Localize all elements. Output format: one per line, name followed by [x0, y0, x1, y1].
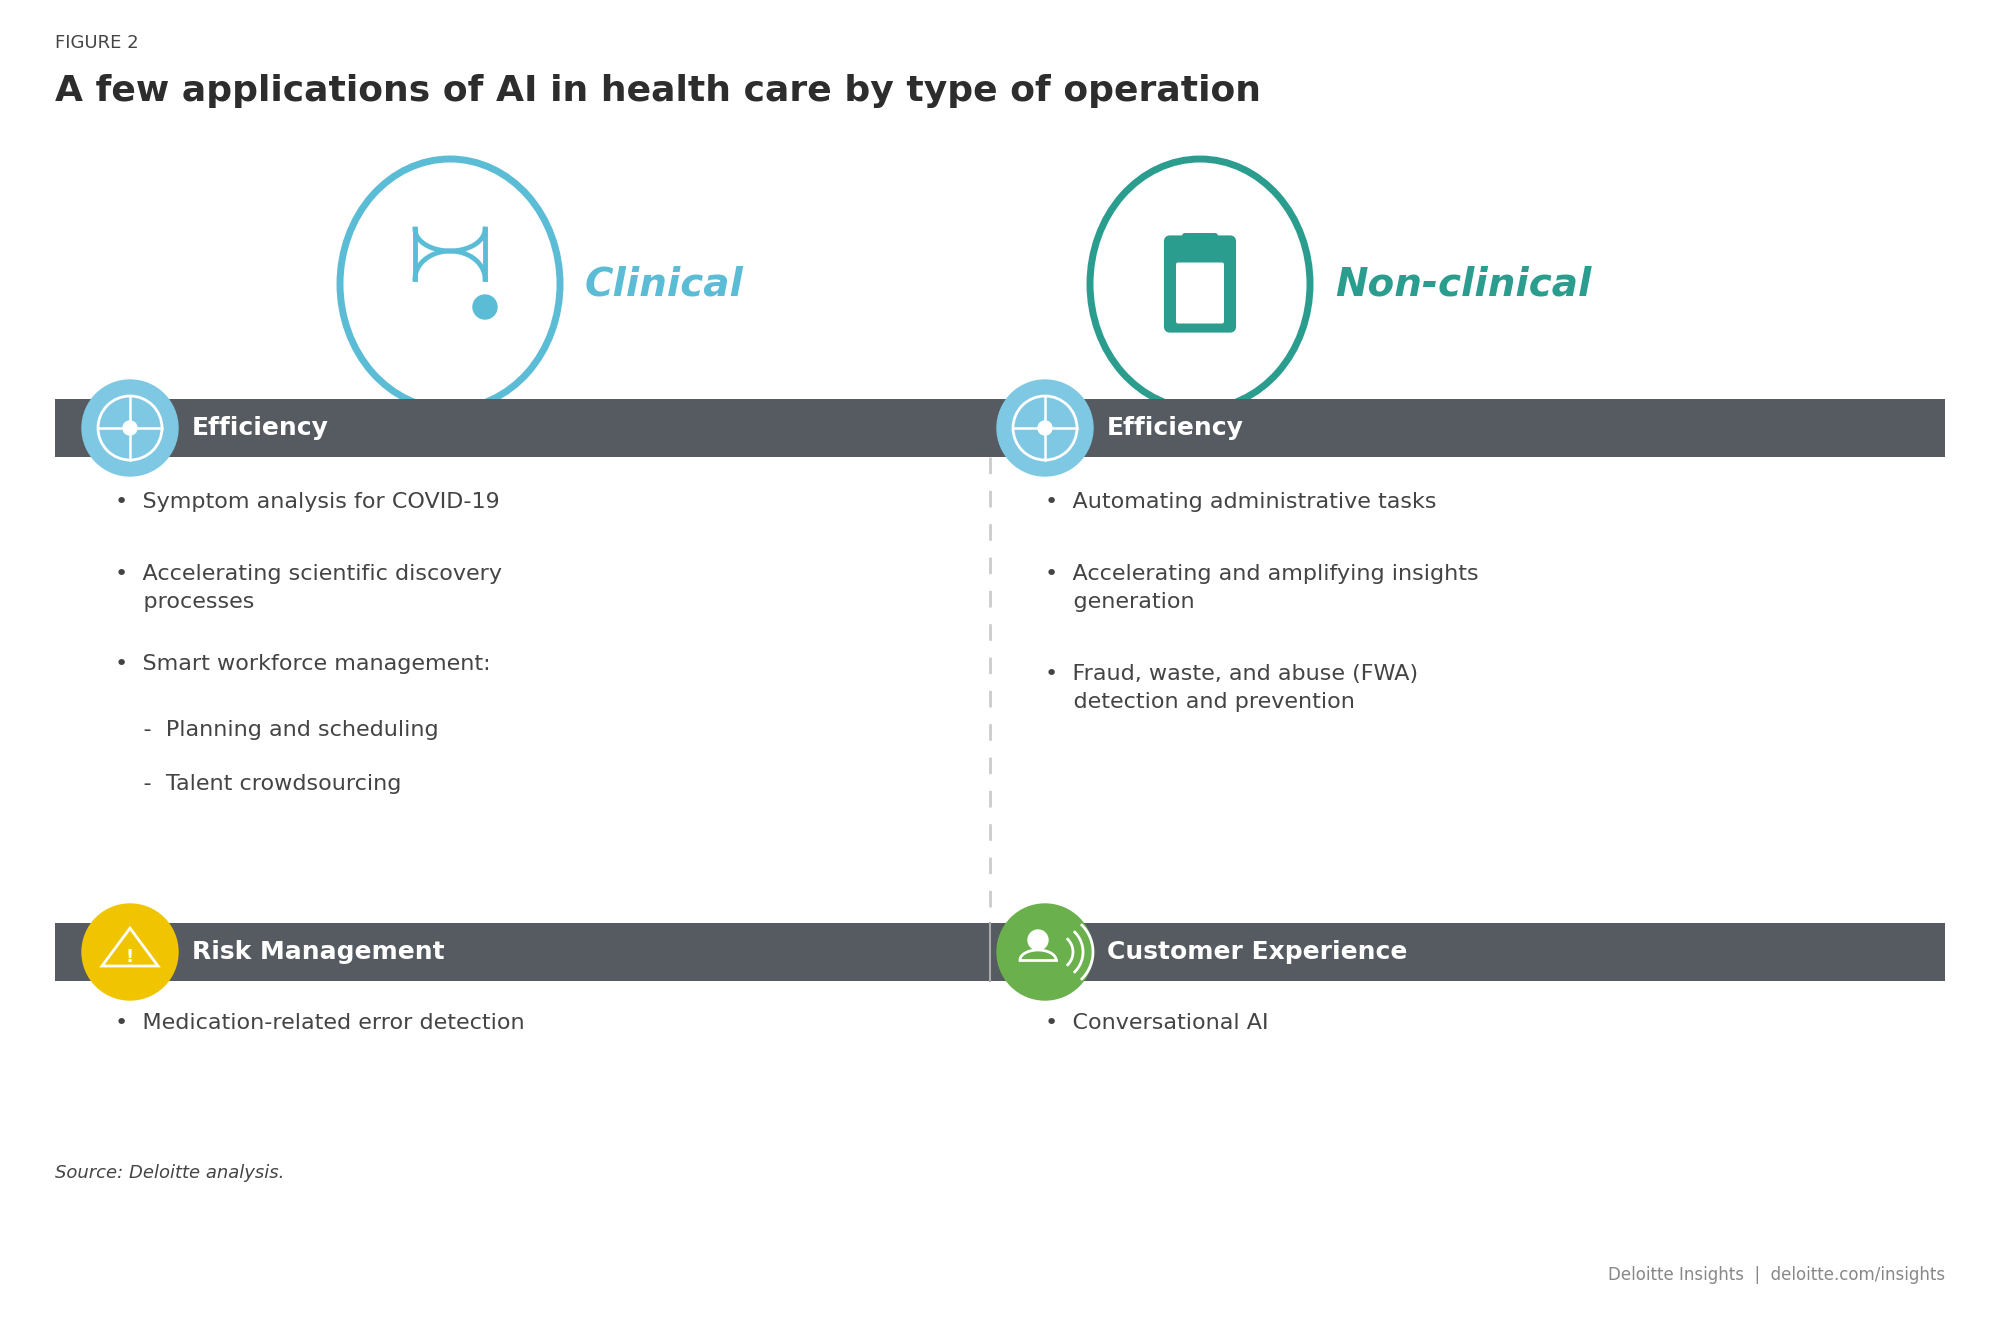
Circle shape [1028, 930, 1048, 950]
Text: Efficiency: Efficiency [1106, 415, 1244, 441]
Circle shape [1038, 421, 1052, 435]
Text: 💉: 💉 [438, 257, 462, 295]
Text: •  Fraud, waste, and abuse (FWA)
    detection and prevention: • Fraud, waste, and abuse (FWA) detectio… [1044, 663, 1418, 712]
FancyBboxPatch shape [1166, 237, 1234, 331]
Text: !: ! [126, 948, 134, 966]
Text: •  Smart workforce management:: • Smart workforce management: [114, 654, 490, 674]
Circle shape [996, 904, 1092, 1000]
Text: •  Accelerating and amplifying insights
    generation: • Accelerating and amplifying insights g… [1044, 565, 1478, 612]
Text: •  Symptom analysis for COVID-19: • Symptom analysis for COVID-19 [114, 492, 500, 512]
FancyBboxPatch shape [1176, 262, 1224, 323]
FancyBboxPatch shape [1182, 233, 1218, 255]
Text: FIGURE 2: FIGURE 2 [56, 34, 138, 51]
Text: •  Automating administrative tasks: • Automating administrative tasks [1044, 492, 1436, 512]
Circle shape [124, 421, 136, 435]
Text: Customer Experience: Customer Experience [1106, 940, 1408, 964]
Text: Clinical: Clinical [584, 265, 744, 303]
Circle shape [472, 295, 498, 319]
Text: -  Talent crowdsourcing: - Talent crowdsourcing [114, 774, 402, 794]
Circle shape [996, 380, 1092, 476]
Ellipse shape [1090, 160, 1310, 409]
Text: •  Medication-related error detection: • Medication-related error detection [114, 1013, 524, 1033]
Text: Deloitte Insights  |  deloitte.com/insights: Deloitte Insights | deloitte.com/insight… [1608, 1266, 1944, 1283]
Ellipse shape [340, 160, 560, 409]
FancyBboxPatch shape [56, 400, 1944, 456]
Text: -  Planning and scheduling: - Planning and scheduling [114, 720, 438, 740]
Text: A few applications of AI in health care by type of operation: A few applications of AI in health care … [56, 74, 1262, 108]
Text: •  Accelerating scientific discovery
    processes: • Accelerating scientific discovery proc… [114, 565, 502, 612]
Text: Risk Management: Risk Management [192, 940, 444, 964]
Circle shape [82, 904, 178, 1000]
Text: •  Conversational AI: • Conversational AI [1044, 1013, 1268, 1033]
Text: Non-clinical: Non-clinical [1336, 265, 1592, 303]
Text: Source: Deloitte analysis.: Source: Deloitte analysis. [56, 1163, 284, 1182]
FancyBboxPatch shape [56, 923, 1944, 981]
Circle shape [82, 380, 178, 476]
Text: Efficiency: Efficiency [192, 415, 328, 441]
